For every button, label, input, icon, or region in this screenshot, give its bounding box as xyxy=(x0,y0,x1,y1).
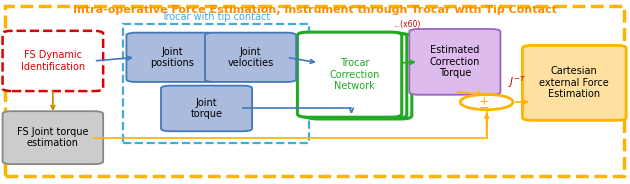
FancyBboxPatch shape xyxy=(410,29,500,95)
Text: Intra-operative Force Estimation, Instrument through Trocar with Tip Contact: Intra-operative Force Estimation, Instru… xyxy=(73,5,557,15)
Text: ...(x60): ...(x60) xyxy=(394,20,421,29)
Text: FS Dynamic
Identification: FS Dynamic Identification xyxy=(21,50,85,72)
Text: Cartesian
external Force
Estimation: Cartesian external Force Estimation xyxy=(539,66,609,100)
Text: Joint
torque: Joint torque xyxy=(190,98,222,119)
Text: Trocar
Correction
Network: Trocar Correction Network xyxy=(329,58,380,91)
Text: Trocar with tip contact: Trocar with tip contact xyxy=(161,12,271,22)
FancyBboxPatch shape xyxy=(302,33,407,118)
Text: $J^{-T}$: $J^{-T}$ xyxy=(508,74,527,90)
Text: Estimated
Correction
Torque: Estimated Correction Torque xyxy=(430,45,480,78)
FancyBboxPatch shape xyxy=(297,32,402,117)
Text: FS Joint torque
estimation: FS Joint torque estimation xyxy=(17,127,89,148)
FancyBboxPatch shape xyxy=(205,33,296,82)
Text: +: + xyxy=(478,95,489,108)
FancyBboxPatch shape xyxy=(161,86,252,131)
Text: −: − xyxy=(478,102,489,115)
Text: Joint
velocities: Joint velocities xyxy=(227,47,273,68)
FancyBboxPatch shape xyxy=(3,111,103,164)
FancyBboxPatch shape xyxy=(5,6,624,176)
FancyBboxPatch shape xyxy=(522,45,626,120)
FancyBboxPatch shape xyxy=(307,34,412,119)
Text: Joint
positions: Joint positions xyxy=(150,47,194,68)
FancyBboxPatch shape xyxy=(127,33,217,82)
FancyBboxPatch shape xyxy=(3,31,103,91)
